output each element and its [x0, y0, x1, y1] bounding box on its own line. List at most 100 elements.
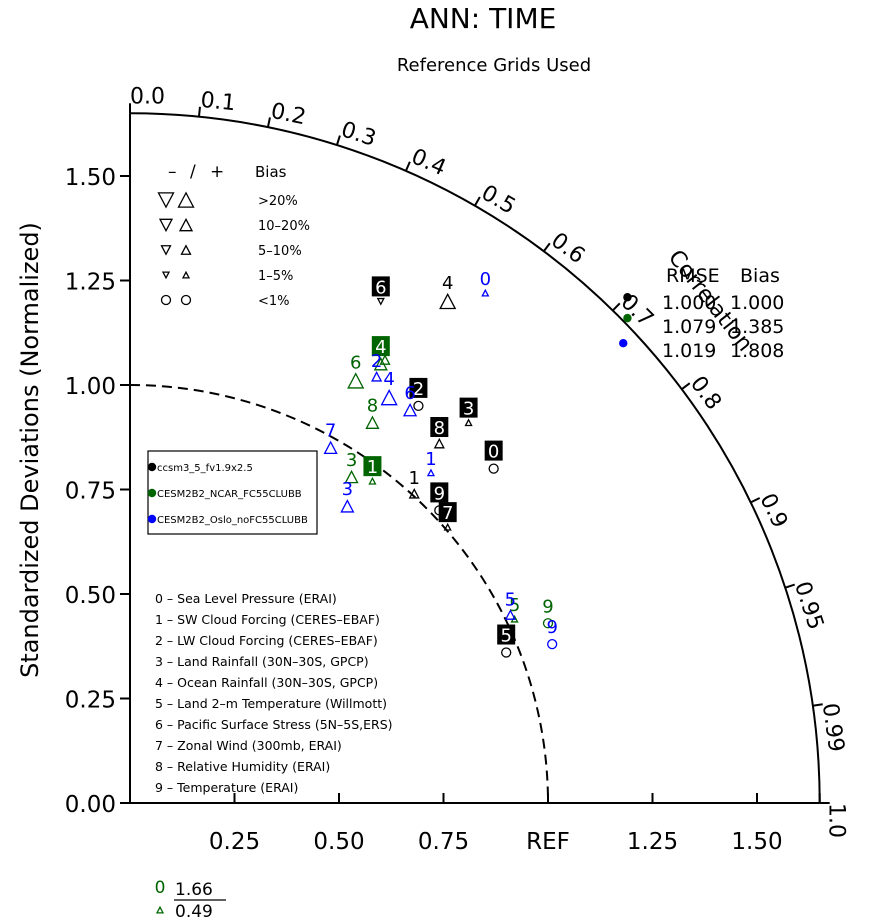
outlier-label: 0: [155, 878, 166, 898]
model-legend: ccsm3_5_fv1.9x2.5 CESM2B2_NCAR_FC55CLUBB C…: [147, 450, 318, 535]
variable-legend-entry: 0 – Sea Level Pressure (ERAI): [155, 591, 337, 606]
data-point-label: 4: [375, 337, 386, 358]
model-legend-dot: [147, 488, 157, 498]
summary-header-rmse: RMSE: [666, 265, 720, 287]
model-legend-name: ccsm3_5_fv1.9x2.5: [157, 463, 253, 474]
variable-legend-entry: 5 – Land 2–m Temperature (Willmott): [155, 696, 387, 711]
corr-tick: [784, 583, 796, 589]
data-point-label-box: [371, 336, 390, 357]
model-legend-name: CESM2B2_Oslo_noFC55CLUBB: [157, 515, 308, 526]
y-axis-label: Standardized Deviations (Normalized): [16, 222, 44, 678]
data-point-marker: [501, 647, 512, 658]
data-point-label-box: [459, 397, 478, 418]
corr-tick-label: 0.0: [130, 84, 165, 109]
chart-subtitle: Reference Grids Used: [397, 55, 591, 76]
model-legend-dot: [147, 514, 157, 524]
data-point-marker: [368, 476, 377, 485]
bias-legend-up-marker: [181, 270, 191, 279]
y-tick-label: 0.75: [65, 479, 116, 505]
outlier-marker: [155, 905, 165, 914]
data-point-marker: [373, 357, 388, 371]
data-point-marker: [379, 354, 391, 365]
data-point-label: 5: [505, 589, 516, 610]
corr-tick: [266, 117, 271, 128]
corr-tick-label: 0.99: [817, 702, 849, 754]
summary-rmse: 1.019: [662, 340, 716, 362]
data-point-label-box: [430, 417, 449, 438]
data-point-label-box: [363, 456, 382, 477]
bias-legend-label: 1–5%: [258, 269, 293, 284]
data-point-label: 3: [342, 479, 353, 500]
summary-rmse: 1.079: [662, 316, 716, 338]
data-point-label: 1: [425, 449, 436, 470]
data-point-label-box: [371, 276, 390, 297]
x-tick-label: 0.25: [209, 829, 260, 855]
bias-legend-up-marker: [180, 244, 192, 255]
data-point-label: 8: [434, 418, 445, 439]
y-tick-label: 0.00: [65, 792, 116, 818]
bias-legend-down-marker: [160, 245, 172, 256]
data-point-label: 1: [367, 457, 378, 478]
model-legend-box: [147, 450, 318, 535]
summary-header-bias: Bias: [740, 265, 780, 287]
data-point-label: 6: [375, 277, 386, 298]
bias-legend-slash: /: [190, 162, 196, 182]
summary-bias: 1.808: [730, 340, 784, 362]
y-tick-label: 1.00: [65, 374, 116, 400]
data-point-label: 4: [383, 369, 394, 390]
corr-tick-label: 0.7: [616, 290, 658, 332]
bias-legend-plus: +: [210, 162, 224, 182]
data-point-label: 9: [542, 596, 553, 617]
data-point-marker: [439, 292, 457, 310]
variable-legend-entry: 9 – Temperature (ERAI): [155, 780, 298, 795]
bias-legend-label: 5–10%: [258, 244, 302, 259]
reference-arc: [129, 384, 549, 804]
y-tick-label: 1.25: [65, 270, 116, 296]
chart-title: ANN: TIME: [410, 2, 557, 35]
corr-tick: [681, 382, 691, 390]
data-point-label: 7: [325, 421, 336, 442]
data-point-label: 1: [409, 468, 420, 489]
data-point-label: 0: [488, 442, 499, 463]
variable-legend-entry: 1 – SW Cloud Forcing (CERES–EBAF): [155, 612, 380, 627]
corr-tick-label: 0.4: [407, 144, 449, 181]
data-point-label: 9: [546, 617, 557, 638]
corr-tick-label: 0.1: [199, 88, 236, 116]
data-point-marker: [443, 522, 452, 531]
corr-tick: [750, 497, 761, 504]
bias-legend-down-marker: [158, 218, 174, 233]
variable-legend-entry: 3 – Land Rainfall (30N–30S, GPCP): [155, 654, 369, 669]
data-point-marker: [340, 499, 355, 513]
corr-tick: [543, 242, 551, 252]
data-point-marker: [547, 639, 558, 650]
bias-legend-down-marker: [161, 271, 171, 280]
bias-legend-up-marker: [178, 217, 194, 232]
data-point-label: 5: [500, 626, 511, 647]
data-point-label: 3: [463, 399, 474, 420]
y-tick-label: 0.50: [65, 583, 116, 609]
corr-tick-label: 0.95: [789, 579, 828, 633]
data-point-marker: [488, 463, 499, 474]
bias-legend-minus: –: [168, 162, 177, 182]
summary-bias: 1.385: [730, 316, 784, 338]
bias-legend-up-marker: [177, 191, 195, 208]
bias-legend-up-marker: [180, 294, 192, 306]
model-legend-dot: [147, 462, 157, 472]
model-legend-name: CESM2B2_NCAR_FC55CLUBB: [157, 489, 302, 500]
summary-point: [619, 339, 628, 348]
bias-legend-label: 10–20%: [258, 219, 310, 234]
variable-legend-entry: 6 – Pacific Surface Stress (5N–5S,ERS): [155, 717, 393, 732]
data-point-marker: [408, 488, 420, 499]
bias-legend-label: >20%: [258, 194, 298, 209]
data-point-marker: [344, 469, 359, 484]
data-point-label-box: [409, 377, 428, 398]
corr-tick-label: 0.5: [477, 181, 520, 220]
data-markers: 012345678912345689012345679: [323, 269, 558, 658]
corr-tick: [812, 703, 823, 707]
data-point-marker: [481, 288, 490, 297]
data-point-marker: [434, 505, 445, 516]
x-tick-label: 0.50: [313, 829, 364, 855]
data-point-marker: [402, 402, 418, 417]
data-point-marker: [426, 468, 436, 477]
